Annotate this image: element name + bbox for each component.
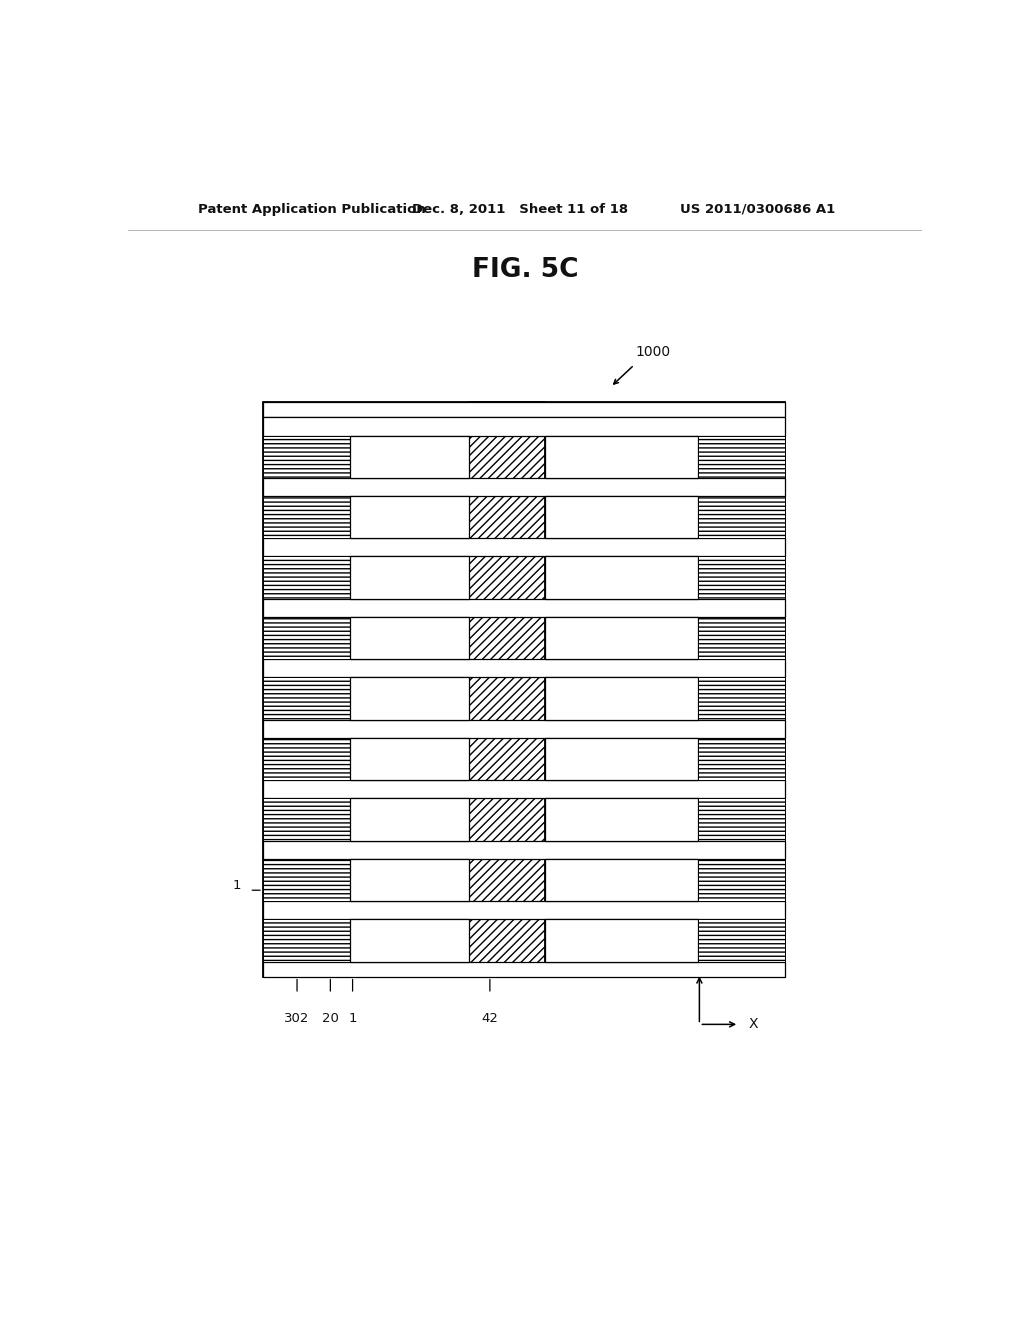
Bar bbox=[697, 557, 785, 599]
Text: 1000: 1000 bbox=[636, 345, 671, 359]
Bar bbox=[697, 799, 785, 841]
Bar bbox=[697, 496, 785, 539]
Text: US 2011/0300686 A1: US 2011/0300686 A1 bbox=[680, 203, 835, 215]
Bar bbox=[545, 677, 697, 719]
Bar bbox=[263, 403, 785, 977]
Bar bbox=[469, 403, 545, 977]
Bar bbox=[263, 539, 785, 557]
Bar bbox=[263, 780, 785, 799]
Bar bbox=[263, 902, 785, 919]
Bar bbox=[697, 738, 785, 780]
Bar bbox=[350, 616, 469, 659]
Text: X: X bbox=[749, 1018, 758, 1031]
Text: 42: 42 bbox=[481, 1012, 499, 1026]
Text: Patent Application Publication: Patent Application Publication bbox=[198, 203, 426, 215]
Bar bbox=[697, 919, 785, 961]
Text: 20: 20 bbox=[322, 1012, 339, 1026]
Bar bbox=[697, 677, 785, 719]
Bar bbox=[545, 496, 697, 539]
Text: 1: 1 bbox=[233, 879, 242, 891]
Bar bbox=[263, 496, 350, 539]
Text: 302: 302 bbox=[285, 1012, 309, 1026]
Bar bbox=[263, 859, 350, 902]
Bar bbox=[263, 557, 350, 599]
Bar bbox=[350, 496, 469, 539]
Bar bbox=[545, 616, 697, 659]
Bar bbox=[263, 961, 785, 977]
Bar bbox=[263, 677, 350, 719]
Bar bbox=[263, 403, 785, 417]
Bar bbox=[263, 417, 785, 436]
Bar bbox=[263, 599, 785, 616]
Bar bbox=[350, 557, 469, 599]
Bar bbox=[545, 557, 697, 599]
Bar bbox=[545, 436, 697, 478]
Bar bbox=[350, 859, 469, 902]
Bar bbox=[697, 859, 785, 902]
Bar bbox=[263, 719, 785, 738]
Text: FIG. 5C: FIG. 5C bbox=[471, 257, 579, 284]
Bar bbox=[545, 799, 697, 841]
Bar bbox=[350, 677, 469, 719]
Bar bbox=[545, 859, 697, 902]
Bar bbox=[545, 919, 697, 961]
Text: 1: 1 bbox=[348, 1012, 356, 1026]
Bar bbox=[263, 616, 350, 659]
Bar bbox=[263, 478, 785, 496]
Bar bbox=[350, 738, 469, 780]
Bar bbox=[263, 919, 350, 961]
Text: Y: Y bbox=[695, 948, 703, 961]
Bar bbox=[263, 799, 350, 841]
Bar bbox=[350, 436, 469, 478]
Bar bbox=[697, 616, 785, 659]
Bar bbox=[350, 799, 469, 841]
Bar bbox=[263, 738, 350, 780]
Bar bbox=[545, 738, 697, 780]
Bar bbox=[350, 919, 469, 961]
Text: Dec. 8, 2011   Sheet 11 of 18: Dec. 8, 2011 Sheet 11 of 18 bbox=[412, 203, 629, 215]
Bar bbox=[263, 841, 785, 859]
Bar bbox=[697, 436, 785, 478]
Bar bbox=[263, 659, 785, 677]
Bar bbox=[263, 436, 350, 478]
